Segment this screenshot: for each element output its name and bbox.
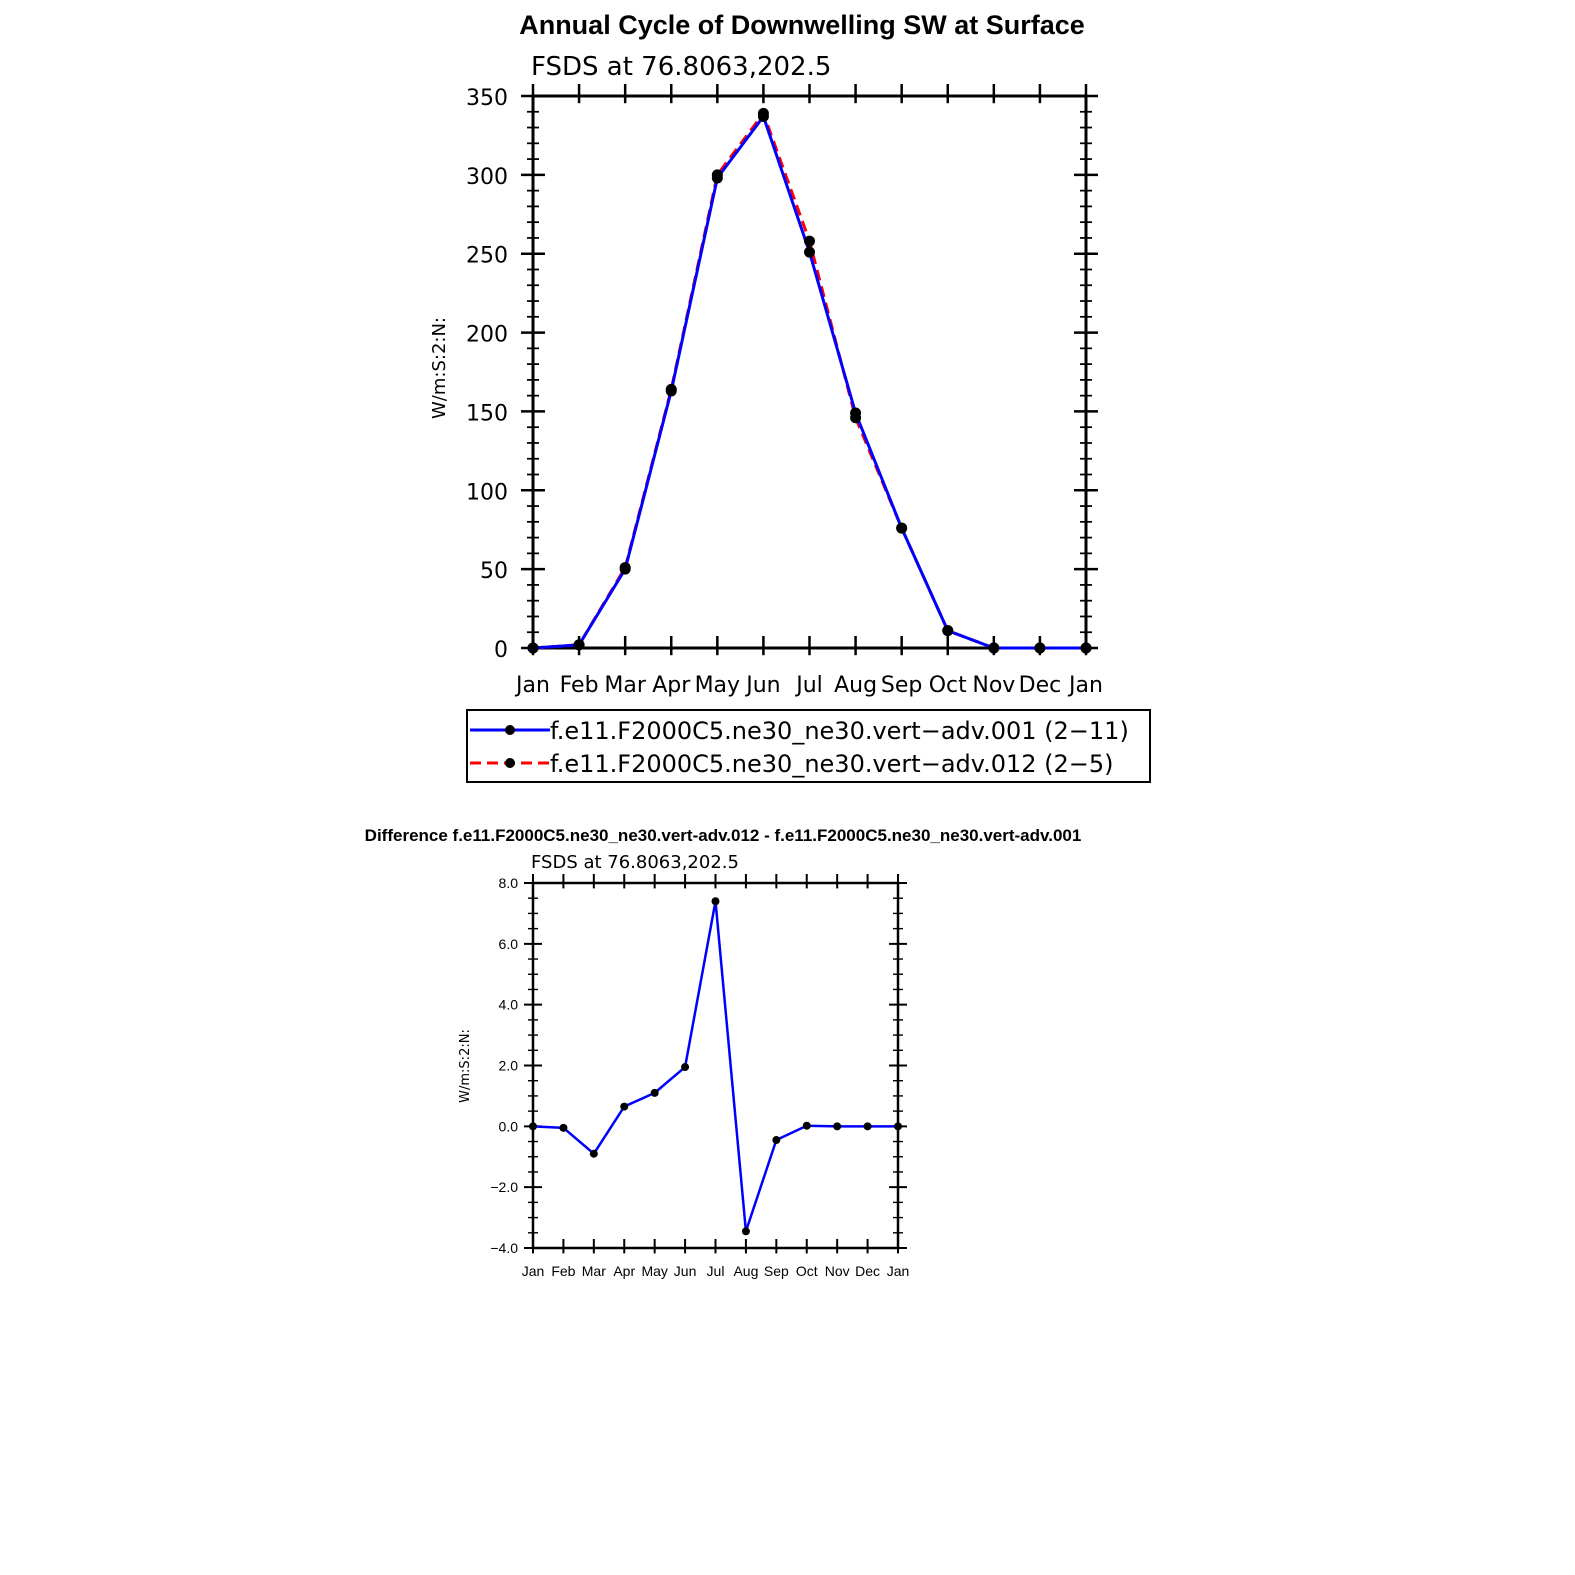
chart2-y-tick-labels: −4.0 −2.0 0.0 2.0 4.0 6.0 8.0 — [490, 875, 518, 1256]
chart2-axes — [524, 874, 907, 1254]
chart1-title: Annual Cycle of Downwelling SW at Surfac… — [519, 10, 1085, 40]
series-1-point — [894, 1122, 902, 1131]
y-tick-label: 8.0 — [499, 875, 519, 891]
x-tick-label: Jul — [707, 1263, 725, 1279]
chart1-axes — [521, 84, 1098, 656]
x-tick-label: Jan — [887, 1263, 910, 1279]
series-1-point — [942, 625, 954, 637]
legend-box — [466, 709, 1151, 783]
series-1-point — [665, 385, 677, 397]
y-tick-label: 300 — [466, 165, 508, 190]
series-1-point — [559, 1123, 568, 1132]
y-tick-label: 0 — [494, 638, 508, 663]
x-tick-label: Jun — [674, 1263, 697, 1279]
x-tick-label: Dec — [1019, 673, 1062, 698]
series-1-point — [1080, 642, 1092, 654]
plot-frame — [531, 881, 900, 1250]
series-1-point — [527, 642, 539, 654]
x-tick-label: Mar — [604, 673, 646, 698]
chart-difference: Difference f.e11.F2000C5.ne30_ne30.vert-… — [365, 826, 1082, 1279]
chart1-y-axis-label: W/m:S:2:N: — [429, 317, 450, 419]
series-1-point — [988, 642, 1000, 654]
y-tick-label: 350 — [466, 86, 508, 111]
legend-label-series-2: f.e11.F2000C5.ne30_ne30.vert−adv.012 (2−… — [550, 750, 1114, 778]
series-1-point — [833, 1122, 842, 1131]
series-1-line — [532, 900, 898, 1233]
series-1-point — [681, 1063, 690, 1072]
series-1-point — [863, 1122, 872, 1131]
series-1-point — [850, 407, 862, 419]
y-tick-label: 0.0 — [499, 1118, 519, 1134]
series-1-point — [589, 1149, 598, 1158]
x-tick-label: Sep — [881, 673, 922, 698]
y-tick-label: 2.0 — [499, 1058, 519, 1074]
x-tick-label: Nov — [972, 673, 1015, 698]
series-2-line — [532, 111, 1086, 650]
chart2-title: Difference f.e11.F2000C5.ne30_ne30.vert-… — [365, 826, 1082, 845]
x-tick-label: Jun — [744, 673, 780, 698]
series-1-point — [573, 639, 585, 651]
x-tick-label: Jan — [1067, 673, 1103, 698]
x-tick-label: Oct — [929, 673, 967, 698]
series-1-point — [804, 246, 815, 258]
chart1-legend: f.e11.F2000C5.ne30_ne30.vert−adv.001 (2−… — [466, 709, 1151, 783]
chart1-series — [527, 107, 1092, 654]
y-tick-label: 50 — [480, 559, 508, 584]
y-tick-label: 200 — [466, 323, 508, 348]
x-tick-label: Jan — [522, 1263, 545, 1279]
y-tick-label: 150 — [466, 401, 508, 426]
series-1-point — [896, 522, 908, 534]
legend-marker-series-2 — [505, 758, 515, 768]
x-tick-label: Jul — [794, 673, 823, 698]
y-tick-label: 100 — [466, 480, 508, 505]
x-tick-label: Oct — [796, 1263, 818, 1279]
x-tick-label: Apr — [613, 1263, 635, 1279]
legend-label-series-1: f.e11.F2000C5.ne30_ne30.vert−adv.001 (2−… — [550, 717, 1129, 745]
x-tick-label: Sep — [764, 1263, 789, 1279]
chart1-subtitle: FSDS at 76.8063,202.5 — [531, 52, 831, 82]
x-tick-label: Aug — [834, 673, 877, 698]
series-1-line — [532, 115, 1086, 650]
y-tick-label: 250 — [466, 244, 508, 269]
chart-annual-cycle: Annual Cycle of Downwelling SW at Surfac… — [429, 10, 1151, 783]
series-1-point — [620, 1102, 629, 1111]
series-1-point — [711, 897, 720, 906]
x-tick-label: Feb — [551, 1263, 575, 1279]
series-1-point — [802, 1121, 811, 1130]
x-tick-label: Feb — [560, 673, 599, 698]
x-tick-label: Aug — [733, 1263, 758, 1279]
series-1-point — [1034, 642, 1046, 654]
y-tick-label: −2.0 — [490, 1179, 518, 1195]
x-tick-label: May — [641, 1263, 667, 1279]
series-1-point — [650, 1088, 659, 1097]
chart1-y-tick-labels: 0 50 100 150 200 250 300 350 — [466, 86, 508, 663]
y-tick-label: −4.0 — [490, 1240, 518, 1256]
x-tick-label: Dec — [855, 1263, 880, 1279]
legend-marker-series-1 — [505, 725, 515, 735]
chart2-subtitle: FSDS at 76.8063,202.5 — [531, 852, 739, 873]
x-tick-label: Jan — [514, 673, 550, 698]
series-1-point — [619, 563, 631, 575]
x-tick-label: Mar — [582, 1263, 606, 1279]
series-1-point — [741, 1227, 750, 1236]
series-1-point — [772, 1136, 781, 1145]
series-1-point — [529, 1122, 537, 1131]
plot-frame — [531, 94, 1088, 650]
chart1-x-tick-labels: Jan Feb Mar Apr May Jun Jul Aug Sep Oct Nov Dec Jan — [514, 673, 1103, 698]
series-1-point — [711, 172, 723, 184]
y-tick-label: 6.0 — [499, 936, 519, 952]
series-1-point — [757, 111, 769, 123]
chart2-series — [529, 897, 902, 1236]
y-tick-label: 4.0 — [499, 997, 519, 1013]
series-2-point — [804, 235, 815, 247]
x-tick-label: Nov — [825, 1263, 850, 1279]
x-tick-label: May — [695, 673, 740, 698]
x-tick-label: Apr — [652, 673, 691, 698]
chart2-y-axis-label: W/m:S:2:N: — [458, 1029, 473, 1103]
chart2-x-tick-labels: Jan Feb Mar Apr May Jun Jul Aug Sep Oct Nov Dec Jan — [522, 1263, 910, 1279]
